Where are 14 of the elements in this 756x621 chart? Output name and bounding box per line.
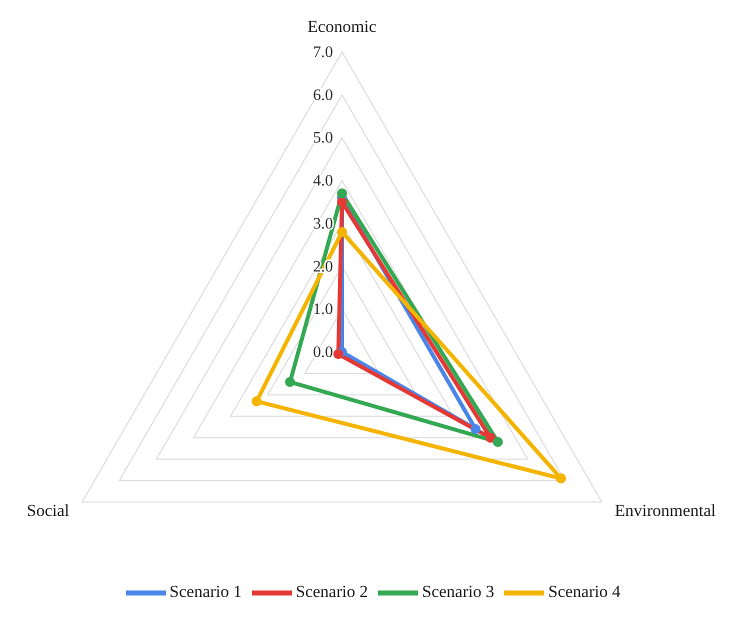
legend-label: Scenario 2 [296,582,368,601]
y-tick-label: 7.0 [313,44,333,61]
y-tick-label: 5.0 [313,130,333,147]
y-tick-label: 3.0 [313,215,333,232]
legend-label: Scenario 3 [422,582,494,601]
y-tick-label: 6.0 [313,86,333,104]
spoke-label: Economic [308,17,377,36]
y-tick-label: 0.0 [313,344,333,361]
y-tick-label: 1.0 [313,301,333,318]
legend-label: Scenario 1 [170,582,242,601]
spoke-label: Social [26,501,70,520]
legend-label: Scenario 4 [548,582,620,601]
spoke-label: Environmental [614,501,716,520]
y-tick-label: 4.0 [313,172,333,190]
